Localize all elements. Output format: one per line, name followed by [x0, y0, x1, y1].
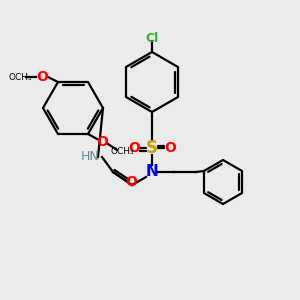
Text: O: O [125, 175, 137, 189]
Text: O: O [128, 141, 140, 155]
Text: N: N [146, 164, 158, 179]
Text: O: O [164, 141, 176, 155]
Text: OCH₃: OCH₃ [8, 73, 32, 82]
Text: O: O [36, 70, 48, 84]
Text: S: S [146, 139, 158, 157]
Text: O: O [96, 135, 108, 149]
Text: HN: HN [81, 151, 99, 164]
Text: OCH₃: OCH₃ [110, 148, 134, 157]
Text: Cl: Cl [146, 32, 159, 44]
